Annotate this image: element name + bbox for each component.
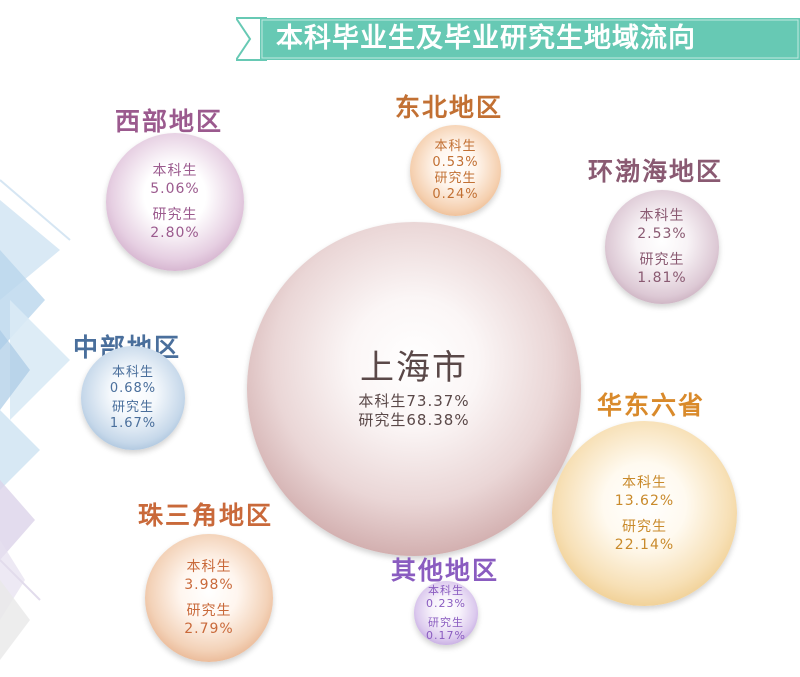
west-ug-label: 本科生 (152, 163, 198, 179)
shanghai-name: 上海市 (360, 348, 468, 388)
prd-grad-value: 2.79% (184, 621, 234, 637)
bohai-ug-value: 2.53% (637, 226, 687, 242)
other-ug-label: 本科生 (428, 584, 464, 597)
region-label-other: 其他地区 (391, 556, 500, 585)
bubble-northeast: 本科生 0.53% 研究生 0.24% (410, 125, 501, 216)
other-grad-label: 研究生 (428, 616, 464, 629)
northeast-grad-label: 研究生 (434, 170, 477, 186)
prd-grad-label: 研究生 (186, 603, 232, 619)
shanghai-ug-line: 本科生73.37% (358, 392, 470, 410)
bohai-grad-label: 研究生 (639, 252, 685, 268)
bubble-shanghai: 上海市 本科生73.37% 研究生68.38% (247, 222, 581, 556)
other-ug-value: 0.23% (426, 597, 466, 610)
other-grad-value: 0.17% (426, 629, 466, 642)
bohai-ug-label: 本科生 (639, 208, 685, 224)
huadong-grad-label: 研究生 (622, 518, 667, 535)
bubble-prd: 本科生 3.98% 研究生 2.79% (145, 534, 273, 662)
region-label-huadong: 华东六省 (597, 391, 706, 420)
region-label-bohai: 环渤海地区 (588, 157, 724, 186)
page-title: 本科毕业生及毕业研究生地域流向 (276, 23, 696, 54)
west-grad-label: 研究生 (152, 207, 198, 223)
northeast-ug-value: 0.53% (432, 154, 479, 170)
huadong-grad-value: 22.14% (614, 536, 675, 553)
huadong-ug-value: 13.62% (614, 492, 675, 509)
bubble-huadong: 本科生 13.62% 研究生 22.14% (552, 421, 737, 606)
huadong-ug-label: 本科生 (622, 474, 667, 491)
west-grad-value: 2.80% (150, 225, 200, 241)
bubble-other: 本科生 0.23% 研究生 0.17% (414, 581, 478, 645)
region-label-west: 西部地区 (115, 107, 224, 136)
banner-ribbon-shape (236, 17, 800, 61)
shanghai-grad-line: 研究生68.38% (358, 411, 470, 429)
central-grad-label: 研究生 (111, 399, 154, 415)
northeast-grad-value: 0.24% (432, 186, 479, 202)
bohai-grad-value: 1.81% (637, 270, 687, 286)
bubble-bohai: 本科生 2.53% 研究生 1.81% (605, 190, 719, 304)
bubble-west: 本科生 5.06% 研究生 2.80% (106, 133, 244, 271)
region-label-northeast: 东北地区 (395, 93, 504, 122)
prd-ug-value: 3.98% (184, 577, 234, 593)
bubble-central: 本科生 0.68% 研究生 1.67% (81, 346, 185, 450)
prd-ug-label: 本科生 (186, 559, 232, 575)
central-grad-value: 1.67% (109, 415, 157, 431)
title-banner: 本科毕业生及毕业研究生地域流向 (236, 14, 800, 64)
central-ug-label: 本科生 (111, 364, 154, 380)
central-ug-value: 0.68% (109, 380, 157, 396)
west-ug-value: 5.06% (150, 181, 200, 197)
northeast-ug-label: 本科生 (434, 138, 477, 154)
region-label-prd: 珠三角地区 (138, 501, 274, 530)
